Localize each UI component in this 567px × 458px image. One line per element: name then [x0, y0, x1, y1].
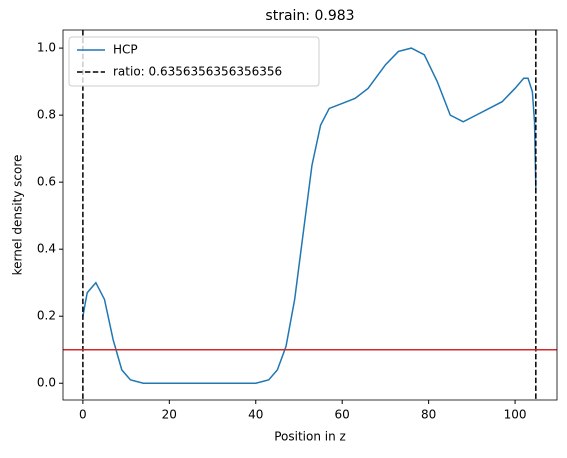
legend-label: ratio: 0.6356356356356356: [113, 65, 282, 79]
x-tick-label: 20: [162, 408, 177, 422]
chart-title: strain: 0.983: [265, 8, 354, 24]
y-tick-label: 0.8: [37, 108, 56, 122]
legend-label: HCP: [113, 43, 138, 57]
y-tick-label: 0.6: [37, 175, 56, 189]
x-tick-label: 100: [504, 408, 527, 422]
x-tick-label: 60: [335, 408, 350, 422]
x-tick-label: 80: [421, 408, 436, 422]
x-axis-label: Position in z: [274, 430, 346, 444]
data-line: [82, 47, 537, 384]
y-tick-label: 0.4: [37, 242, 56, 256]
legend-box: [68, 36, 320, 87]
plot-frame: [62, 29, 558, 401]
y-axis-label: kernel density score: [11, 155, 25, 276]
y-tick-label: 0.0: [37, 376, 56, 390]
x-tick-label: 0: [79, 408, 87, 422]
x-tick-label: 40: [248, 408, 263, 422]
y-tick-label: 0.2: [37, 309, 56, 323]
y-tick-label: 1.0: [37, 41, 56, 55]
